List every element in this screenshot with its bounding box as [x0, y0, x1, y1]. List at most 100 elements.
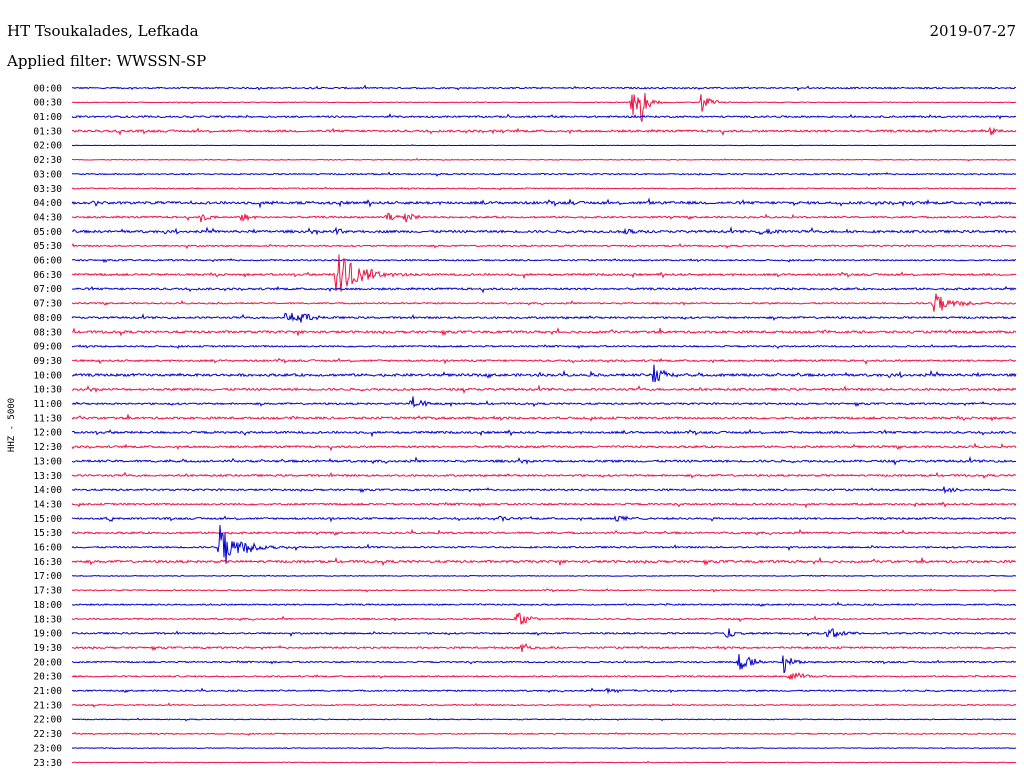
trace-row-0730 — [71, 293, 1017, 312]
trace-row-1630 — [71, 556, 1017, 567]
row-label-1730: 17:30 — [33, 586, 62, 597]
row-label-0030: 00:30 — [33, 98, 62, 109]
trace-row-1530 — [71, 528, 1017, 536]
date-label: 2019-07-27 — [929, 22, 1016, 40]
trace-row-2230 — [71, 732, 1017, 736]
trace-row-2030 — [71, 672, 1017, 680]
trace-row-0600 — [71, 257, 1017, 264]
row-label-0700: 07:00 — [33, 284, 62, 295]
trace-row-2200 — [71, 717, 1017, 722]
trace-row-1430 — [71, 501, 1017, 509]
row-label-2000: 20:00 — [33, 657, 62, 668]
row-label-1530: 15:30 — [33, 528, 62, 539]
trace-row-1400 — [71, 486, 1017, 495]
trace-row-0900 — [71, 344, 1017, 350]
row-label-2030: 20:30 — [33, 672, 62, 683]
row-label-1430: 14:30 — [33, 499, 62, 510]
row-label-1200: 12:00 — [33, 428, 62, 439]
trace-row-2000 — [71, 653, 1017, 674]
trace-row-0300 — [71, 171, 1017, 177]
trace-row-0800 — [71, 312, 1017, 323]
filter-label: Applied filter: WWSSN-SP — [7, 52, 207, 70]
row-label-1330: 13:30 — [33, 471, 62, 482]
row-label-0630: 06:30 — [33, 270, 62, 281]
trace-row-1300 — [71, 455, 1017, 466]
row-label-0900: 09:00 — [33, 342, 62, 353]
trace-lines — [71, 84, 1017, 764]
row-label-1900: 19:00 — [33, 629, 62, 640]
row-label-1230: 12:30 — [33, 442, 62, 453]
trace-row-2100 — [71, 687, 1017, 695]
trace-row-0500 — [71, 226, 1017, 236]
row-label-2200: 22:00 — [33, 715, 62, 726]
row-label-1930: 19:30 — [33, 643, 62, 654]
trace-row-2330 — [71, 760, 1017, 764]
row-label-1100: 11:00 — [33, 399, 62, 410]
trace-row-1230 — [71, 442, 1017, 452]
row-label-0830: 08:30 — [33, 327, 62, 338]
trace-row-1200 — [71, 428, 1017, 438]
trace-row-1830 — [71, 612, 1017, 625]
row-label-1300: 13:00 — [33, 456, 62, 467]
trace-row-2300 — [71, 746, 1017, 750]
row-label-2230: 22:30 — [33, 729, 62, 740]
trace-row-1000 — [71, 364, 1017, 383]
trace-row-1100 — [71, 396, 1017, 409]
trace-row-0000 — [71, 84, 1017, 92]
row-label-1800: 18:00 — [33, 600, 62, 611]
trace-row-2130 — [71, 702, 1017, 708]
trace-row-0200 — [71, 144, 1017, 147]
row-label-0600: 06:00 — [33, 256, 62, 267]
row-label-1130: 11:30 — [33, 413, 62, 424]
row-label-0500: 05:00 — [33, 227, 62, 238]
row-label-0200: 02:00 — [33, 141, 62, 152]
trace-row-1030 — [71, 384, 1017, 395]
row-label-1400: 14:00 — [33, 485, 62, 496]
trace-row-0930 — [71, 357, 1017, 365]
trace-row-1130 — [71, 414, 1017, 422]
row-label-1600: 16:00 — [33, 543, 62, 554]
trace-row-0130 — [71, 126, 1017, 137]
trace-row-0630 — [71, 254, 1017, 292]
trace-row-1900 — [71, 628, 1017, 639]
trace-row-0230 — [71, 157, 1017, 162]
row-label-2100: 21:00 — [33, 686, 62, 697]
trace-row-1730 — [71, 588, 1017, 593]
row-label-0000: 00:00 — [33, 83, 62, 94]
row-label-1630: 16:30 — [33, 557, 62, 568]
trace-row-0700 — [71, 285, 1017, 294]
row-label-0300: 03:00 — [33, 169, 62, 180]
row-label-0530: 05:30 — [33, 241, 62, 252]
row-label-2330: 23:30 — [33, 758, 62, 769]
trace-row-0830 — [71, 327, 1017, 337]
row-label-1700: 17:00 — [33, 571, 62, 582]
row-label-0430: 04:30 — [33, 212, 62, 223]
trace-row-0530 — [71, 242, 1017, 250]
trace-row-1700 — [71, 574, 1017, 577]
row-label-0930: 09:30 — [33, 356, 62, 367]
row-label-1030: 10:30 — [33, 385, 62, 396]
row-label-0400: 04:00 — [33, 198, 62, 209]
row-label-1000: 10:00 — [33, 370, 62, 381]
trace-row-1330 — [71, 471, 1017, 480]
row-label-0730: 07:30 — [33, 299, 62, 310]
trace-row-0400 — [71, 197, 1017, 209]
row-label-2130: 21:30 — [33, 700, 62, 711]
station-title: HT Tsoukalades, Lefkada — [7, 22, 199, 40]
trace-row-0030 — [71, 93, 1017, 122]
trace-row-0100 — [71, 113, 1017, 120]
row-label-1830: 18:30 — [33, 614, 62, 625]
trace-row-1600 — [71, 525, 1017, 564]
trace-row-0430 — [71, 212, 1017, 223]
row-tick-labels: 00:00 00:30 01:00 01:30 02:00 02:30 03:00 03:30… — [33, 83, 62, 768]
row-label-0230: 02:30 — [33, 155, 62, 166]
row-label-0330: 03:30 — [33, 184, 62, 195]
row-label-1500: 15:00 — [33, 514, 62, 525]
trace-row-1500 — [71, 515, 1017, 523]
trace-row-0330 — [71, 186, 1017, 191]
trace-row-1930 — [71, 642, 1017, 652]
row-label-0130: 01:30 — [33, 126, 62, 137]
row-label-2300: 23:00 — [33, 743, 62, 754]
trace-row-1800 — [71, 601, 1017, 607]
